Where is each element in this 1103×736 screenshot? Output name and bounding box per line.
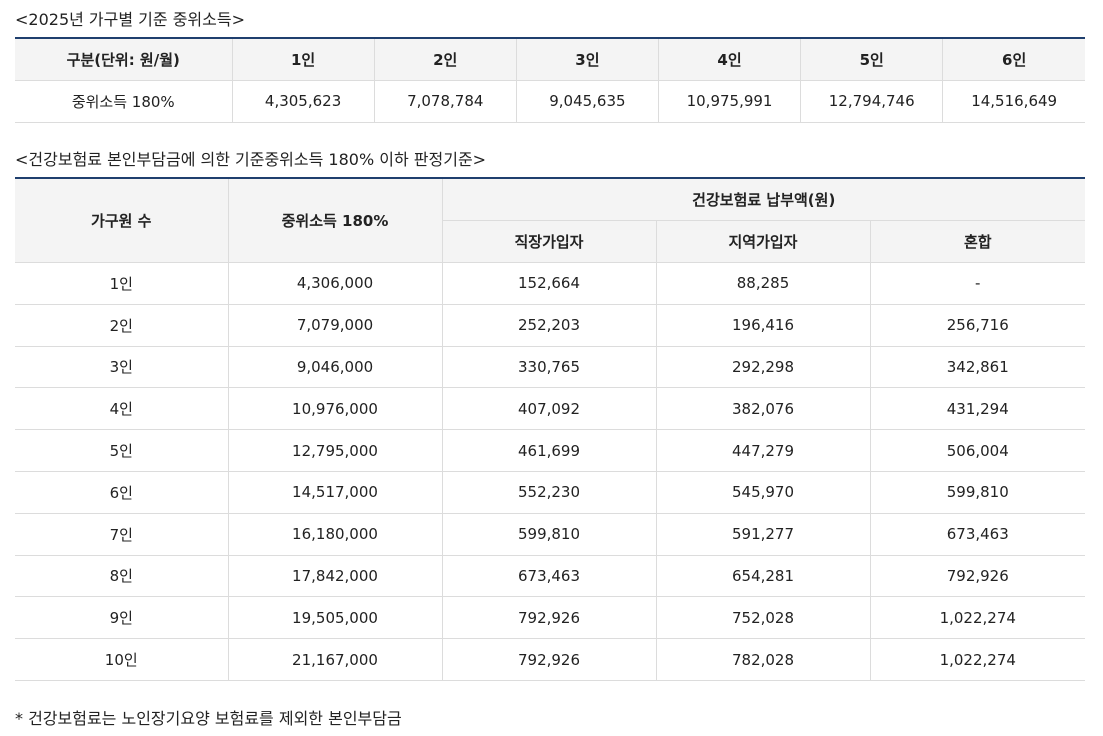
header-cell: 혼합 [869,220,1085,263]
cell: 152,664 [441,262,656,305]
cell: 4인 [15,387,228,431]
data-row: 4인 10,976,000 407,092 382,076 431,294 [15,387,1085,431]
cell: 1인 [15,262,228,305]
cell: 6인 [15,471,228,514]
header-row: 가구원 수 중위소득 180% 건강보험료 납부액(원) [15,178,1085,263]
cell: 545,970 [655,471,870,514]
cell: 7,079,000 [227,304,442,347]
cell: 21,167,000 [227,638,442,681]
cell: 8인 [15,555,228,598]
table-title: <2025년 가구별 기준 중위소득> [15,10,245,29]
cell: 10,976,000 [227,387,442,431]
insurance-table: 가구원 수 중위소득 180% 건강보험료 납부액(원) 직장가입자 지역가입자 혼합 1인… [15,177,1085,681]
cell: 292,298 [655,346,870,389]
cell: 1,022,274 [869,638,1085,681]
header-cell: 지역가입자 [655,220,870,263]
cell: 447,279 [655,429,870,472]
cell: 506,004 [869,429,1085,472]
cell: 19,505,000 [227,596,442,640]
header-cell: 중위소득 180% [227,178,442,263]
cell: 7인 [15,513,228,556]
cell: 431,294 [869,387,1085,431]
data-row: 7인 16,180,000 599,810 591,277 673,463 [15,513,1085,556]
cell: - [869,262,1085,305]
cell: 14,517,000 [227,471,442,514]
cell: 792,926 [441,596,656,640]
header-cell: 2인 [373,38,517,81]
cell: 4,305,623 [231,80,375,123]
header-cell: 4인 [657,38,801,81]
header-cell: 6인 [942,38,1085,81]
cell: 673,463 [441,555,656,598]
data-row: 9인 19,505,000 792,926 752,028 1,022,274 [15,596,1085,640]
cell: 252,203 [441,304,656,347]
data-row: 2인 7,079,000 252,203 196,416 256,716 [15,304,1085,347]
cell: 12,795,000 [227,429,442,472]
cell: 12,794,746 [800,80,943,123]
data-row: 1인 4,306,000 152,664 88,285- [15,262,1085,305]
cell: 673,463 [869,513,1085,556]
header-cell: 3인 [515,38,659,81]
header-row: 직장가입자 지역가입자 혼합 [15,220,1085,263]
data-row: 3인 9,046,000 330,765 292,298 342,861 [15,346,1085,389]
cell: 10인 [15,638,228,681]
cell: 599,810 [441,513,656,556]
cell: 552,230 [441,471,656,514]
cell: 10,975,991 [657,80,801,123]
cell: 4,306,000 [227,262,442,305]
cell: 9,045,635 [515,80,659,123]
cell: 7,078,784 [373,80,517,123]
data-row: 8인 17,842,000 673,463 654,281 792,926 [15,555,1085,598]
cell: 16,180,000 [227,513,442,556]
header-cell: 가구원 수 [15,178,228,263]
header-cell: 직장가입자 [441,220,656,263]
cell: 196,416 [655,304,870,347]
data-row: 6인 14,517,000 552,230 545,970 599,810 [15,471,1085,514]
cell: 654,281 [655,555,870,598]
header-cell: 1인 [231,38,375,81]
cell: 461,699 [441,429,656,472]
cell: 17,842,000 [227,555,442,598]
cell: 3인 [15,346,228,389]
income-table: 구분(단위: 원/월) 1인 2인 3인 4인 5인 6인 중위소득 180% 4,305,62… [15,37,1085,123]
cell: 752,028 [655,596,870,640]
header-cell: 건강보험료 납부액(원) [441,178,1085,221]
data-row: 5인 12,795,000 461,699 447,279 506,004 [15,429,1085,472]
data-row: 10인 21,167,000 792,926 782,028 1,022,274 [15,638,1085,681]
cell: 1,022,274 [869,596,1085,640]
cell: 5인 [15,429,228,472]
footnote: * 건강보험료는 노인장기요양 보험료를 제외한 본인부담금 [15,709,402,728]
cell: 330,765 [441,346,656,389]
cell: 599,810 [869,471,1085,514]
cell: 9,046,000 [227,346,442,389]
cell: 342,861 [869,346,1085,389]
cell: 792,926 [441,638,656,681]
header-cell: 구분(단위: 원/월) [15,38,232,81]
cell: 9인 [15,596,228,640]
data-row: 중위소득 180% 4,305,623 7,078,784 9,045,635 10,9… [15,80,1085,123]
cell: 382,076 [655,387,870,431]
cell: 중위소득 180% [15,80,232,123]
cell: 591,277 [655,513,870,556]
cell: 88,285 [655,262,870,305]
header-cell: 5인 [800,38,943,81]
cell: 792,926 [869,555,1085,598]
cell: 407,092 [441,387,656,431]
cell: 256,716 [869,304,1085,347]
header-row: 구분(단위: 원/월) 1인 2인 3인 4인 5인 6인 [15,38,1085,81]
cell: 14,516,649 [942,80,1085,123]
table-title: <건강보험료 본인부담금에 의한 기준중위소득 180% 이하 판정기준> [15,150,487,169]
cell: 782,028 [655,638,870,681]
cell: 2인 [15,304,228,347]
